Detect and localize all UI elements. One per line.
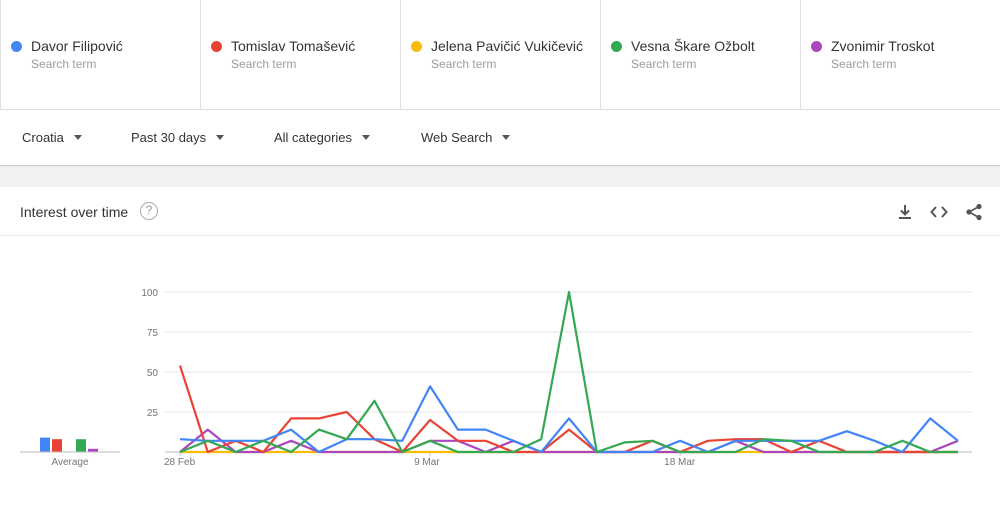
interest-chart: 25 50 75 100 Average 28 Feb 9 Mar 18 Mar [20,288,972,468]
search-term-name: Vesna Škare Ožbolt [631,38,755,54]
caret-down-icon [362,135,371,140]
series-line [179,385,959,454]
x-tick-label: 18 Mar [664,457,696,468]
region-dropdown[interactable]: Croatia [22,130,82,145]
region-label: Croatia [22,130,64,145]
help-icon[interactable]: ? [140,202,158,220]
search-property-label: Web Search [421,130,493,145]
average-bar [40,437,50,452]
x-tick-label: 28 Feb [164,457,196,468]
card-header: Interest over time ? [0,187,1000,236]
series-color-dot [811,41,822,52]
section-divider [0,167,1000,187]
search-term-card[interactable]: Zvonimir Troskot Search term [800,0,1000,109]
share-icon[interactable] [964,202,984,222]
search-term-label: Search term [431,57,497,71]
series-line [178,365,958,454]
series-color-dot [611,41,622,52]
y-tick-label: 50 [147,368,159,379]
caret-down-icon [216,135,225,140]
search-term-name: Jelena Pavičić Vukičević [431,38,583,54]
filter-bar: Croatia Past 30 days All categories Web … [0,111,1000,166]
search-term-card[interactable]: Davor Filipović Search term [0,0,200,109]
average-bar [76,439,86,452]
series-color-dot [11,41,22,52]
caret-down-icon [73,135,82,140]
card-title: Interest over time [20,204,129,220]
average-label: Average [51,457,89,468]
average-bar [88,448,98,452]
caret-down-icon [502,135,511,140]
search-terms-bar: Davor Filipović Search term Tomislav Tom… [0,0,1000,110]
download-icon[interactable] [895,202,915,222]
average-bar [52,439,62,452]
search-term-card[interactable]: Jelena Pavičić Vukičević Search term [400,0,600,109]
series-line [179,290,958,454]
series-color-dot [411,41,422,52]
interest-over-time-card: Interest over time ? 25 50 75 100 Average 2… [0,187,1000,526]
category-dropdown[interactable]: All categories [274,130,371,145]
series-color-dot [211,41,222,52]
search-term-name: Zvonimir Troskot [831,38,935,54]
search-term-label: Search term [231,57,297,71]
time-range-label: Past 30 days [131,130,207,145]
y-tick-label: 75 [147,328,159,339]
embed-code-icon[interactable] [929,202,949,222]
y-tick-label: 100 [141,288,158,299]
search-term-label: Search term [31,57,97,71]
y-tick-label: 25 [147,408,159,419]
time-range-dropdown[interactable]: Past 30 days [131,130,225,145]
search-property-dropdown[interactable]: Web Search [421,130,511,145]
category-label: All categories [274,130,353,145]
search-term-card[interactable]: Vesna Škare Ožbolt Search term [600,0,800,109]
search-term-name: Davor Filipović [31,38,123,54]
search-term-name: Tomislav Tomašević [231,38,356,54]
search-term-card[interactable]: Tomislav Tomašević Search term [200,0,400,109]
search-term-label: Search term [831,57,897,71]
search-term-label: Search term [631,57,697,71]
x-tick-label: 9 Mar [414,457,440,468]
